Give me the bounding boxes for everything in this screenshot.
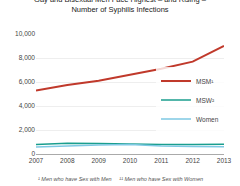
- svg-text:Women: Women: [196, 116, 219, 123]
- svg-text:2008: 2008: [60, 157, 75, 164]
- svg-text:MSW²: MSW²: [196, 97, 215, 104]
- svg-text:4,000: 4,000: [19, 102, 36, 109]
- svg-text:2,000: 2,000: [19, 126, 36, 133]
- svg-text:MSM¹: MSM¹: [196, 78, 214, 85]
- svg-text:Gay and Bisexual Men Face High: Gay and Bisexual Men Face Highest – and …: [34, 0, 207, 14]
- svg-text:2013: 2013: [217, 157, 232, 164]
- svg-text:2009: 2009: [91, 157, 106, 164]
- svg-text:2011: 2011: [154, 157, 168, 164]
- svg-text:0: 0: [31, 150, 35, 157]
- svg-text:2010: 2010: [123, 157, 138, 164]
- svg-text:2012: 2012: [185, 157, 200, 164]
- svg-text:2007: 2007: [29, 157, 44, 164]
- svg-text:8,000: 8,000: [19, 54, 36, 61]
- svg-text:6,000: 6,000: [19, 78, 36, 85]
- svg-text:10,000: 10,000: [15, 30, 35, 37]
- svg-text:¹ Men who have Sex with Men: ¹ Men who have Sex with Men ¹¹ Men who h…: [38, 176, 203, 182]
